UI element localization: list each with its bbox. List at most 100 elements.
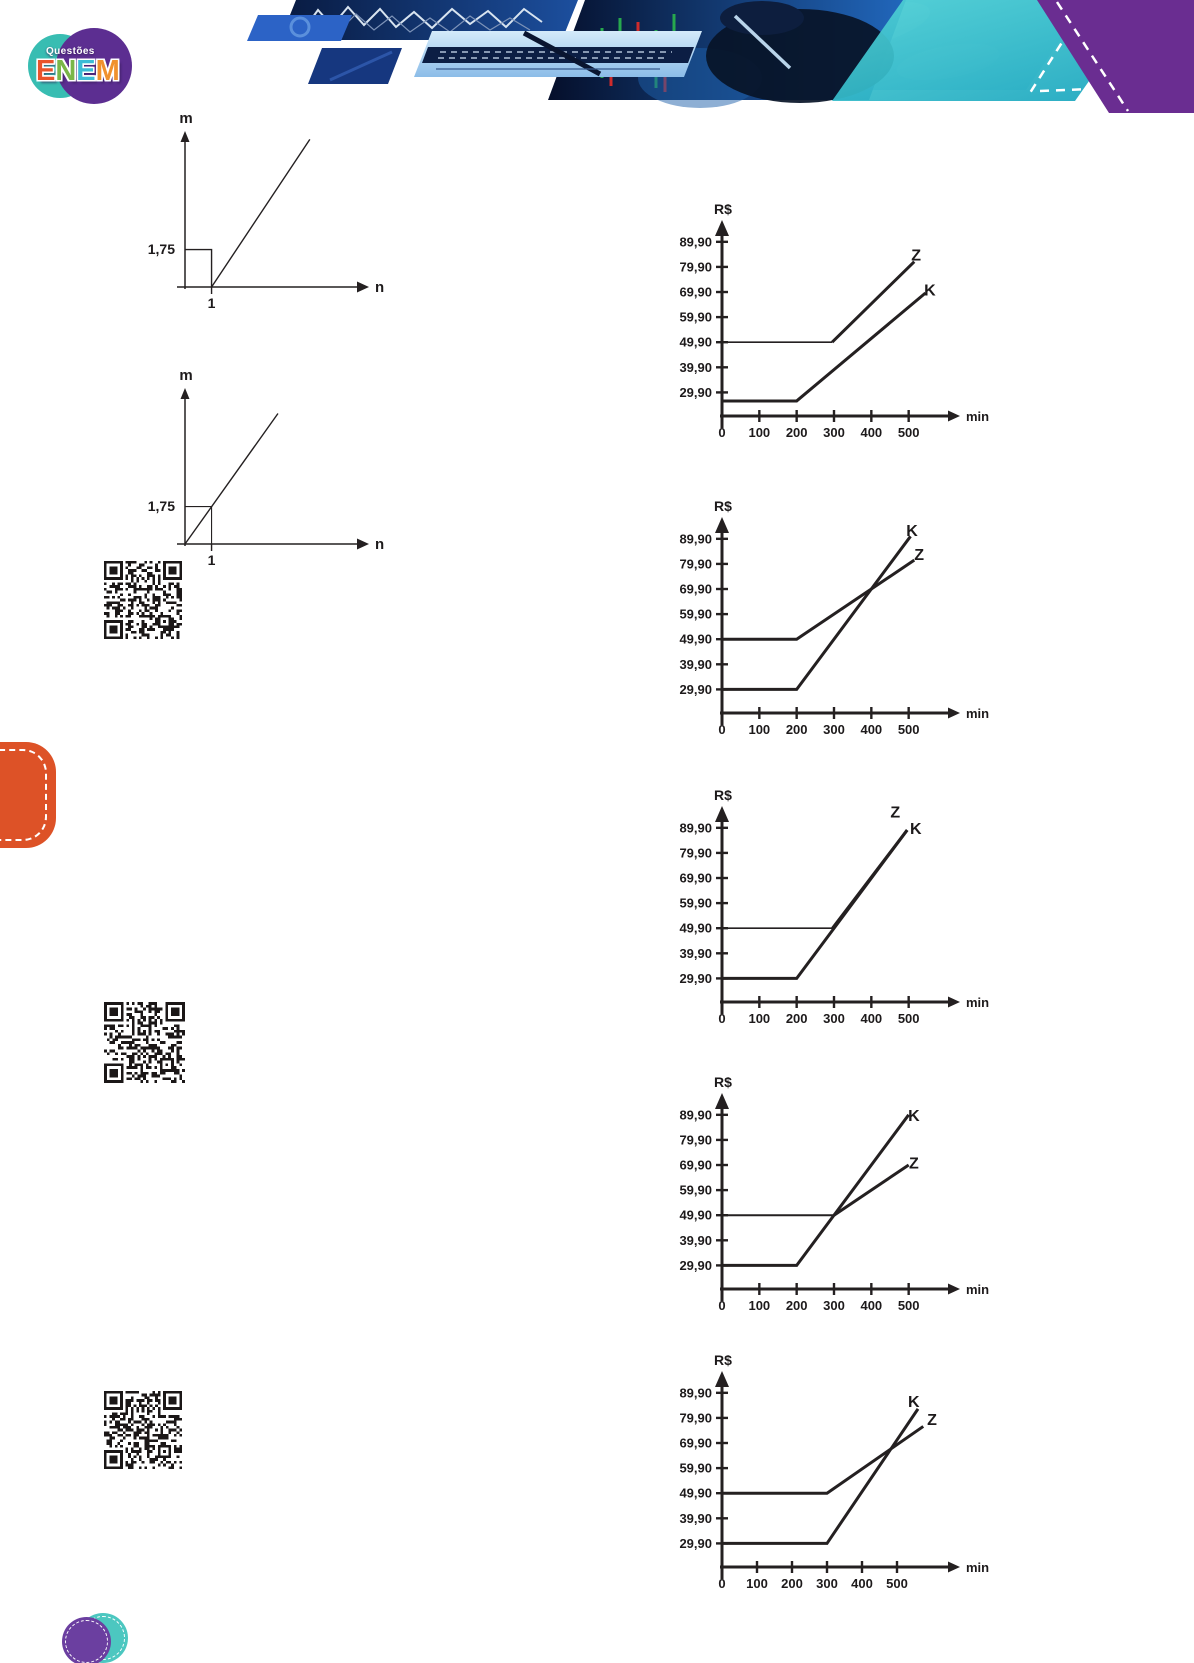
svg-text:69,90: 69,90 [679, 285, 712, 300]
chart-plans-option-1: min R$ 0 100 200 300 400 500 29,90 39,90 49,90 59,9… [664, 190, 989, 442]
svg-text:K: K [908, 1108, 920, 1125]
collage-purple-corner [1037, 0, 1194, 113]
chart-plans-option-4: min R$ 0 100 200 300 400 500 29,90 39,90 49,90 59,9… [664, 1063, 989, 1315]
svg-text:59,90: 59,90 [679, 1461, 712, 1476]
svg-text:39,90: 39,90 [679, 360, 712, 375]
svg-text:59,90: 59,90 [679, 896, 712, 911]
svg-text:69,90: 69,90 [679, 1436, 712, 1451]
qr-code-3 [104, 1391, 182, 1469]
svg-text:29,90: 29,90 [679, 1536, 712, 1551]
svg-text:500: 500 [898, 425, 920, 440]
svg-text:100: 100 [748, 1011, 770, 1026]
qr-code-1 [104, 561, 182, 639]
svg-text:89,90: 89,90 [679, 820, 712, 835]
svg-text:400: 400 [860, 1011, 882, 1026]
svg-text:1,75: 1,75 [148, 241, 175, 257]
svg-text:100: 100 [746, 1576, 768, 1591]
svg-text:n: n [375, 279, 384, 296]
svg-text:79,90: 79,90 [679, 1410, 712, 1425]
svg-text:29,90: 29,90 [679, 682, 712, 697]
svg-text:100: 100 [748, 1298, 770, 1313]
collage-photo-blue [308, 48, 402, 84]
collage-photo-ticker [414, 30, 702, 77]
svg-text:500: 500 [898, 722, 920, 737]
svg-text:1: 1 [208, 295, 216, 311]
svg-text:R$: R$ [714, 787, 732, 803]
svg-text:79,90: 79,90 [679, 845, 712, 860]
svg-text:min: min [966, 706, 989, 721]
chart-plans-option-5: min R$ 0 100 200 300 400 500 29,90 39,90 49,90 59,9… [664, 1341, 989, 1593]
svg-text:0: 0 [718, 1576, 725, 1591]
svg-text:400: 400 [860, 722, 882, 737]
svg-text:49,90: 49,90 [679, 632, 712, 647]
svg-text:min: min [966, 409, 989, 424]
svg-text:Z: Z [927, 1412, 937, 1429]
svg-text:39,90: 39,90 [679, 1233, 712, 1248]
svg-text:R$: R$ [714, 498, 732, 514]
chart-plans-option-2: min R$ 0 100 200 300 400 500 29,90 39,90 49,90 59,9… [664, 487, 989, 739]
header-collage-image [247, 0, 1194, 113]
svg-text:29,90: 29,90 [679, 385, 712, 400]
svg-text:200: 200 [786, 1298, 808, 1313]
svg-text:0: 0 [718, 425, 725, 440]
svg-text:0: 0 [718, 722, 725, 737]
svg-text:29,90: 29,90 [679, 1258, 712, 1273]
svg-text:59,90: 59,90 [679, 607, 712, 622]
svg-text:69,90: 69,90 [679, 871, 712, 886]
svg-text:29,90: 29,90 [679, 971, 712, 986]
qr-code-2 [104, 1002, 185, 1083]
svg-text:79,90: 79,90 [679, 556, 712, 571]
chart-m-vs-n-step: n m 1 1,75 [139, 103, 391, 311]
svg-text:400: 400 [851, 1576, 873, 1591]
svg-text:69,90: 69,90 [679, 1158, 712, 1173]
svg-text:400: 400 [860, 425, 882, 440]
svg-text:39,90: 39,90 [679, 1511, 712, 1526]
svg-text:R$: R$ [714, 201, 732, 217]
chart-plans-option-3: min R$ 0 100 200 300 400 500 29,90 39,90 49,90 59,9… [664, 776, 989, 1028]
svg-text:89,90: 89,90 [679, 1107, 712, 1122]
svg-text:400: 400 [860, 1298, 882, 1313]
svg-text:m: m [179, 367, 192, 384]
svg-text:K: K [906, 523, 918, 540]
svg-text:500: 500 [886, 1576, 908, 1591]
svg-text:200: 200 [786, 1011, 808, 1026]
svg-text:49,90: 49,90 [679, 921, 712, 936]
svg-text:300: 300 [823, 1011, 845, 1026]
svg-text:59,90: 59,90 [679, 1183, 712, 1198]
svg-text:Z: Z [909, 1156, 919, 1173]
svg-text:89,90: 89,90 [679, 531, 712, 546]
svg-text:K: K [908, 1394, 920, 1411]
svg-text:500: 500 [898, 1011, 920, 1026]
svg-text:R$: R$ [714, 1074, 732, 1090]
enem-logo: Questões ENEM [24, 26, 136, 112]
svg-text:300: 300 [823, 425, 845, 440]
svg-text:R$: R$ [714, 1352, 732, 1368]
svg-text:89,90: 89,90 [679, 1385, 712, 1400]
svg-text:89,90: 89,90 [679, 234, 712, 249]
svg-text:300: 300 [823, 1298, 845, 1313]
svg-text:49,90: 49,90 [679, 1486, 712, 1501]
logo-brand-text: ENEM [36, 55, 120, 87]
chart-m-vs-n-linear: n m 1 1,75 [139, 360, 391, 568]
svg-text:1,75: 1,75 [148, 498, 175, 514]
bottom-circle-purple [62, 1617, 111, 1663]
svg-text:39,90: 39,90 [679, 946, 712, 961]
svg-text:79,90: 79,90 [679, 259, 712, 274]
svg-text:200: 200 [781, 1576, 803, 1591]
svg-text:Z: Z [914, 547, 924, 564]
svg-text:Z: Z [911, 247, 921, 264]
svg-text:500: 500 [898, 1298, 920, 1313]
svg-text:79,90: 79,90 [679, 1132, 712, 1147]
svg-text:49,90: 49,90 [679, 1208, 712, 1223]
svg-text:K: K [924, 283, 936, 300]
svg-text:K: K [910, 821, 922, 838]
svg-text:100: 100 [748, 425, 770, 440]
svg-text:300: 300 [823, 722, 845, 737]
svg-text:m: m [179, 110, 192, 127]
svg-text:min: min [966, 995, 989, 1010]
collage-photo-number [247, 15, 352, 41]
svg-text:n: n [375, 536, 384, 553]
svg-text:1: 1 [208, 552, 216, 568]
svg-text:min: min [966, 1282, 989, 1297]
